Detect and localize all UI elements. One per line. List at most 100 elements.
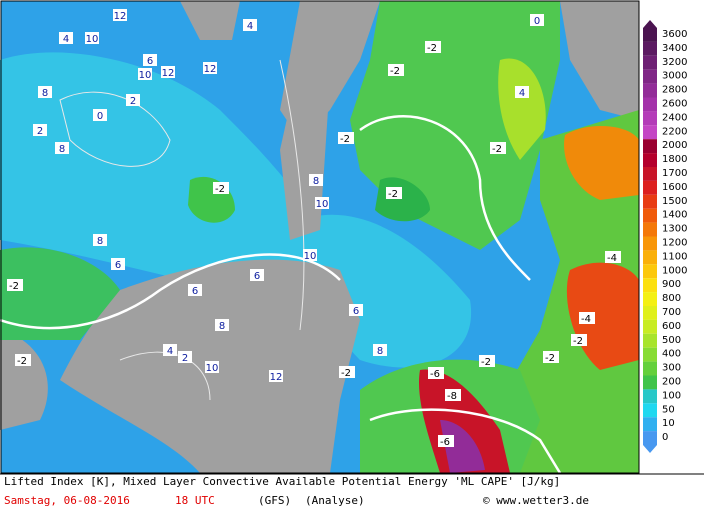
purple-area [440,420,485,473]
legend-label: 600 [662,321,681,332]
label-box [605,251,621,263]
legend: 3600340032003000280026002400220020001800… [643,20,687,453]
label-box [438,435,454,447]
land-gray [180,1,240,40]
label-box [243,19,257,31]
label-box [338,132,354,144]
contour-label: 10 [316,199,329,210]
label-box [113,9,127,21]
legend-swatch [643,319,657,334]
legend-swatch [643,111,657,126]
contour-label: -2 [481,357,491,368]
contour-label: 12 [114,11,127,22]
contour-label: 12 [162,68,175,79]
legend-label: 1500 [662,196,687,207]
legend-swatch [643,28,657,42]
legend-swatch [643,180,657,195]
label-box [571,334,587,346]
isoline [279,59,305,331]
label-box [126,94,140,106]
legend-label: 800 [662,293,681,304]
legend-label: 2800 [662,85,687,96]
label-box [203,62,217,74]
legend-cap [643,20,657,28]
label-box [205,361,219,373]
label-box [161,66,175,78]
label-box [269,370,283,382]
label-box [490,142,506,154]
contour-label: 8 [313,176,319,187]
contours [0,115,562,474]
legend-swatch [643,97,657,112]
legend-label: 1400 [662,210,687,221]
legend-swatch [643,139,657,154]
map-border [0,0,640,474]
contour-label: 10 [139,70,152,81]
legend-label: 3400 [662,43,687,54]
legend-label: 2600 [662,99,687,110]
legend-label: 3000 [662,71,687,82]
legend-label: 200 [662,377,681,388]
land-gray [560,1,639,120]
contour-label: 12 [270,372,283,383]
footer-title: Lifted Index [K], Mixed Layer Convective… [4,475,560,488]
contour-label: 10 [304,251,317,262]
legend-swatch [643,403,657,418]
contour-label: 6 [254,271,260,282]
contour-label: -2 [9,281,19,292]
legend-label: 1600 [662,182,687,193]
label-box [373,344,387,356]
footer-date: Samstag, 06-08-2016 [4,494,130,507]
footer-time: 18 UTC [175,494,215,507]
legend-label: 3600 [662,29,687,40]
legend-label: 1300 [662,224,687,235]
legend-label: 900 [662,279,681,290]
contour-label: 2 [130,96,136,107]
land-gray [0,330,48,430]
legend-swatch [643,431,657,445]
red-area [419,369,510,473]
label-box [315,197,329,209]
legend-swatch [643,264,657,279]
label-box [530,14,544,26]
legend-swatch [643,361,657,376]
legend-swatch [643,389,657,404]
label-box [85,32,99,44]
legend-swatch [643,278,657,293]
label-box [93,109,107,121]
legend-label: 50 [662,404,675,415]
contour-label: 2 [37,126,43,137]
label-box [215,319,229,331]
legend-label: 300 [662,363,681,374]
legend-label: 3200 [662,57,687,68]
legend-label: 100 [662,390,681,401]
label-box [93,234,107,246]
contour-label: -2 [340,134,350,145]
contour-label: -2 [427,43,437,54]
legend-label: 500 [662,335,681,346]
label-box [55,142,69,154]
legend-swatch [643,347,657,362]
green-area [0,247,120,340]
contour-label: 6 [147,56,153,67]
legend-label: 1800 [662,154,687,165]
contour-label: 6 [353,306,359,317]
label-box [143,54,157,66]
label-box [7,279,23,291]
label-box [579,312,595,324]
legend-swatch [643,417,657,432]
label-box [163,344,177,356]
contour-label: 4 [247,21,253,32]
legend-label: 700 [662,307,681,318]
label-box [15,354,31,366]
contour-line [0,253,341,330]
contour-label: 12 [204,64,217,75]
contour-label: 6 [192,286,198,297]
legend-swatch [643,55,657,70]
label-box [59,32,73,44]
contour-label: 8 [97,236,103,247]
label-box [445,389,461,401]
legend-swatch [643,250,657,265]
contour-label: 10 [86,34,99,45]
